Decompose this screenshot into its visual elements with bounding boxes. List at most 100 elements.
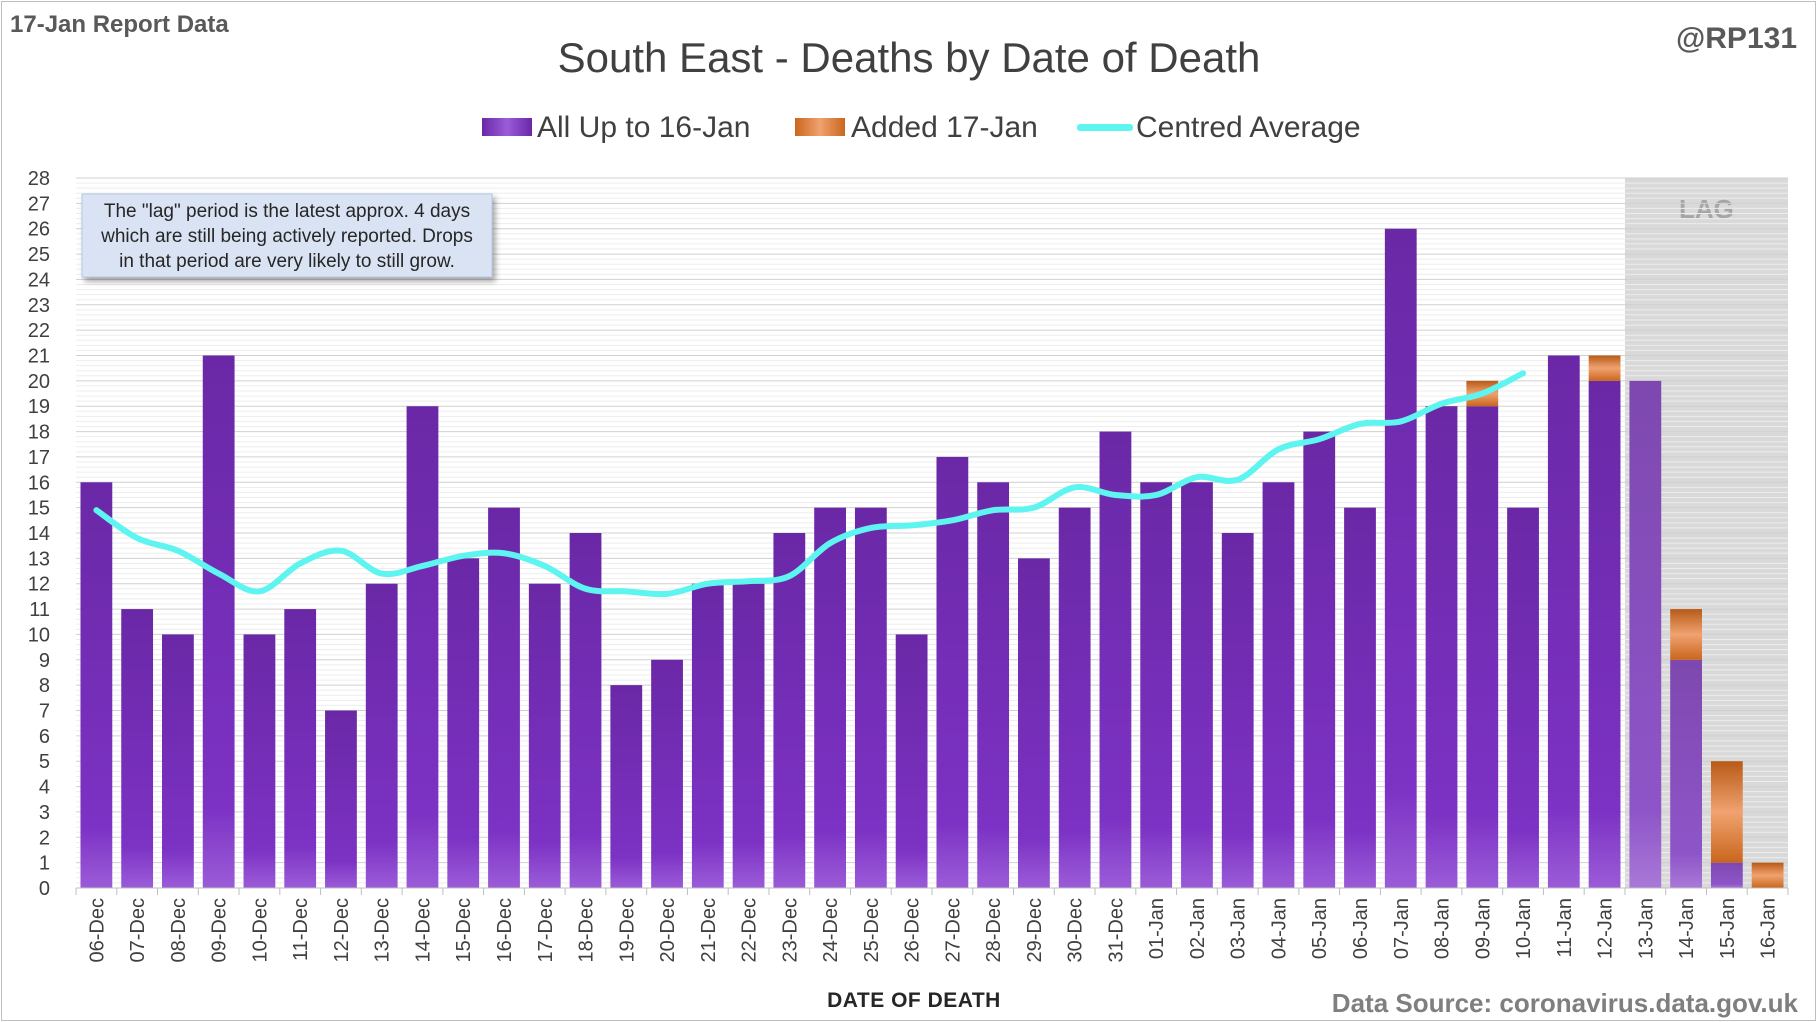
bar-all-up-to-16-jan xyxy=(243,634,276,888)
x-tick-label: 25-Dec xyxy=(861,898,883,962)
x-tick-label: 09-Dec xyxy=(209,898,231,962)
bar-all-up-to-16-jan xyxy=(1344,507,1376,888)
x-tick-label: 06-Jan xyxy=(1350,898,1372,959)
bar-all-up-to-16-jan xyxy=(610,685,643,888)
x-tick-label: 03-Jan xyxy=(1228,898,1250,959)
y-tick-label: 5 xyxy=(39,751,50,773)
x-tick-label: 19-Dec xyxy=(616,898,638,962)
y-tick-label: 6 xyxy=(39,726,50,748)
bar-all-up-to-16-jan xyxy=(447,558,480,888)
bar-all-up-to-16-jan xyxy=(1425,406,1458,888)
x-tick-label: 20-Dec xyxy=(657,898,679,962)
bar-all-up-to-16-jan xyxy=(1507,507,1539,888)
bar-all-up-to-16-jan xyxy=(1058,507,1091,888)
x-tick-label: 27-Dec xyxy=(942,898,964,962)
y-tick-label: 12 xyxy=(28,574,50,596)
y-tick-label: 1 xyxy=(39,853,50,875)
bar-all-up-to-16-jan xyxy=(1710,862,1743,888)
bars xyxy=(80,228,1784,888)
x-tick-label: 07-Dec xyxy=(127,898,149,962)
lag-note-line-3: in that period are very likely to still … xyxy=(119,251,455,272)
data-source: Data Source: coronavirus.data.gov.uk xyxy=(1332,988,1799,1018)
y-tick-label: 28 xyxy=(28,168,50,190)
bar-all-up-to-16-jan xyxy=(773,533,806,888)
bar-all-up-to-16-jan xyxy=(121,609,154,888)
x-tick-label: 09-Jan xyxy=(1472,898,1494,959)
x-tick-label: 31-Dec xyxy=(1105,898,1127,962)
bar-all-up-to-16-jan xyxy=(202,355,235,888)
bar-all-up-to-16-jan xyxy=(1629,380,1662,888)
y-tick-label: 11 xyxy=(29,599,50,621)
y-tick-label: 7 xyxy=(39,701,50,723)
bar-added-17-jan xyxy=(1751,862,1784,888)
x-tick-label: 14-Jan xyxy=(1676,898,1698,959)
y-tick-label: 20 xyxy=(28,371,50,393)
legend-swatch-all xyxy=(482,118,532,136)
bar-all-up-to-16-jan xyxy=(814,507,846,888)
y-tick-label: 24 xyxy=(28,269,50,291)
y-tick-label: 14 xyxy=(28,523,50,545)
x-tick-label: 16-Jan xyxy=(1758,898,1780,959)
x-tick-label: 13-Dec xyxy=(372,898,394,962)
bar-added-17-jan xyxy=(1710,761,1743,863)
x-tick-label: 28-Dec xyxy=(983,898,1005,962)
report-label: 17-Jan Report Data xyxy=(10,11,229,38)
bar-all-up-to-16-jan xyxy=(1303,431,1336,888)
x-tick-label: 10-Dec xyxy=(249,898,271,962)
y-tick-label: 25 xyxy=(28,244,50,266)
bar-all-up-to-16-jan xyxy=(1018,558,1050,888)
x-tick-label: 30-Dec xyxy=(1065,898,1087,962)
lag-note-box xyxy=(81,193,493,278)
y-tick-label: 16 xyxy=(28,472,50,494)
y-tick-label: 9 xyxy=(39,650,50,672)
x-tick-label: 13-Jan xyxy=(1635,898,1657,959)
legend-label-added: Added 17-Jan xyxy=(851,111,1038,144)
x-tick-label: 06-Dec xyxy=(86,898,108,962)
x-tick-label: 11-Dec xyxy=(290,898,312,961)
x-tick-label: 01-Jan xyxy=(1146,898,1168,959)
bar-all-up-to-16-jan xyxy=(1181,482,1213,888)
bar-all-up-to-16-jan xyxy=(1140,482,1173,888)
bar-all-up-to-16-jan xyxy=(1466,406,1499,888)
bar-all-up-to-16-jan xyxy=(854,507,887,888)
x-tick-label: 04-Jan xyxy=(1268,898,1290,959)
bar-all-up-to-16-jan xyxy=(1262,482,1295,888)
x-tick-label: 29-Dec xyxy=(1024,898,1046,962)
legend-label-all: All Up to 16-Jan xyxy=(537,111,750,144)
x-axis-title: DATE OF DEATH xyxy=(827,989,1001,1012)
bar-all-up-to-16-jan xyxy=(406,406,439,888)
x-tick-label: 23-Dec xyxy=(779,898,801,962)
y-tick-label: 18 xyxy=(28,422,50,444)
bar-all-up-to-16-jan xyxy=(1384,228,1417,888)
x-tick-label: 05-Jan xyxy=(1309,898,1331,959)
bar-all-up-to-16-jan xyxy=(325,710,357,888)
bar-all-up-to-16-jan xyxy=(895,634,928,888)
y-tick-label: 0 xyxy=(39,878,50,900)
x-tick-label: 12-Jan xyxy=(1595,898,1617,959)
x-tick-label: 21-Dec xyxy=(698,898,720,962)
bar-all-up-to-16-jan xyxy=(1099,431,1132,888)
bar-all-up-to-16-jan xyxy=(1547,355,1580,888)
x-axis-ticks: 06-Dec 07-Dec 08-Dec 09-Dec 10-Dec 11-Dec 12-D… xyxy=(75,888,1789,962)
legend: All Up to 16-Jan Added 17-Jan Centred Av… xyxy=(482,111,1361,144)
x-tick-label: 24-Dec xyxy=(820,898,842,962)
author-handle: @RP131 xyxy=(1676,22,1797,55)
bar-all-up-to-16-jan xyxy=(732,583,765,888)
y-tick-label: 3 xyxy=(39,802,50,824)
y-axis-ticks: 0123456789101112131415161718192021222324… xyxy=(28,168,50,900)
x-tick-label: 08-Dec xyxy=(168,898,190,962)
bar-all-up-to-16-jan xyxy=(528,583,561,888)
y-tick-label: 8 xyxy=(39,675,50,697)
x-tick-label: 16-Dec xyxy=(494,898,516,962)
lag-note-line-2: which are still being actively reported.… xyxy=(100,226,473,247)
x-tick-label: 08-Jan xyxy=(1432,898,1454,959)
y-tick-label: 15 xyxy=(28,498,50,520)
bar-all-up-to-16-jan xyxy=(1670,659,1702,888)
x-tick-label: 14-Dec xyxy=(412,898,434,962)
x-tick-label: 17-Dec xyxy=(535,898,557,962)
y-tick-label: 19 xyxy=(28,396,50,418)
lag-note-line-1: The "lag" period is the latest approx. 4… xyxy=(104,201,470,222)
x-tick-label: 18-Dec xyxy=(576,898,598,962)
legend-label-average: Centred Average xyxy=(1136,111,1361,144)
